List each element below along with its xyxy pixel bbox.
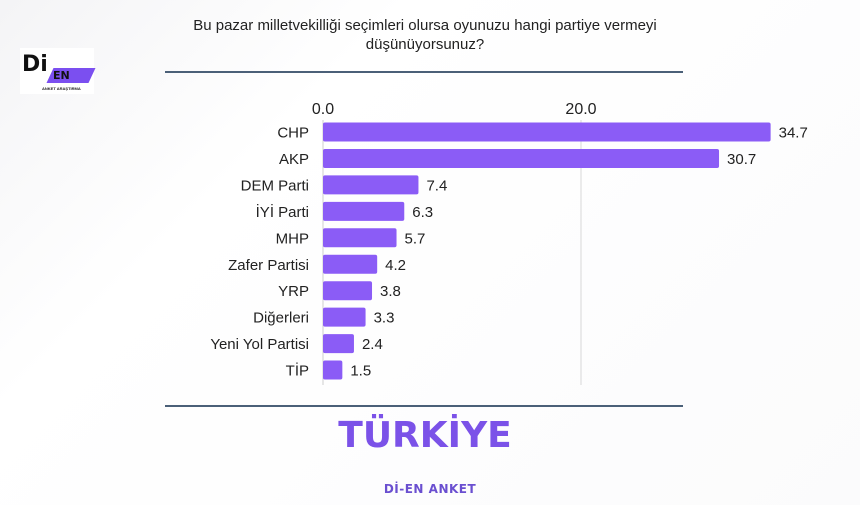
- region-title: TÜRKİYE: [338, 415, 512, 456]
- chart-title: Bu pazar milletvekilliği seçimleri olurs…: [193, 17, 657, 53]
- bar: [323, 281, 373, 301]
- value-label: 3.8: [380, 283, 401, 300]
- bar: [323, 175, 419, 195]
- top-divider: [165, 71, 683, 73]
- bar: [323, 122, 771, 142]
- bar: [323, 360, 343, 380]
- value-label: 7.4: [426, 177, 447, 194]
- bar: [323, 228, 397, 248]
- category-label: AKP: [279, 151, 309, 168]
- footer-brand: Dİ-EN ANKET: [383, 482, 477, 496]
- category-label: İYİ Parti: [256, 203, 309, 221]
- category-label: TİP: [286, 362, 309, 380]
- bar: [323, 201, 405, 221]
- value-label: 5.7: [405, 230, 426, 247]
- category-label: YRP: [278, 283, 309, 300]
- logo-subtitle: ANKET ARAŞTIRMA: [42, 86, 81, 91]
- value-label: 6.3: [412, 204, 433, 221]
- category-label: Zafer Partisi: [228, 257, 309, 274]
- bar: [323, 307, 366, 327]
- x-tick-label: 20.0: [565, 101, 596, 118]
- bar: [323, 148, 720, 168]
- value-label: 4.2: [385, 257, 406, 274]
- category-label: CHP: [277, 125, 309, 142]
- bar: [323, 254, 378, 274]
- bar: [323, 334, 354, 354]
- bottom-divider: [165, 405, 683, 407]
- value-label: 30.7: [727, 151, 756, 168]
- value-label: 2.4: [362, 336, 383, 353]
- category-label: Yeni Yol Partisi: [210, 336, 309, 353]
- category-label: Diğerleri: [253, 310, 309, 327]
- value-label: 1.5: [350, 363, 371, 380]
- logo: Di EN ANKET ARAŞTIRMA: [20, 48, 96, 94]
- value-label: 34.7: [779, 125, 808, 142]
- category-label: DEM Parti: [241, 177, 309, 194]
- logo-main: Di: [22, 52, 48, 77]
- value-label: 3.3: [374, 310, 395, 327]
- category-label: MHP: [276, 230, 309, 247]
- x-tick-label: 0.0: [312, 101, 334, 118]
